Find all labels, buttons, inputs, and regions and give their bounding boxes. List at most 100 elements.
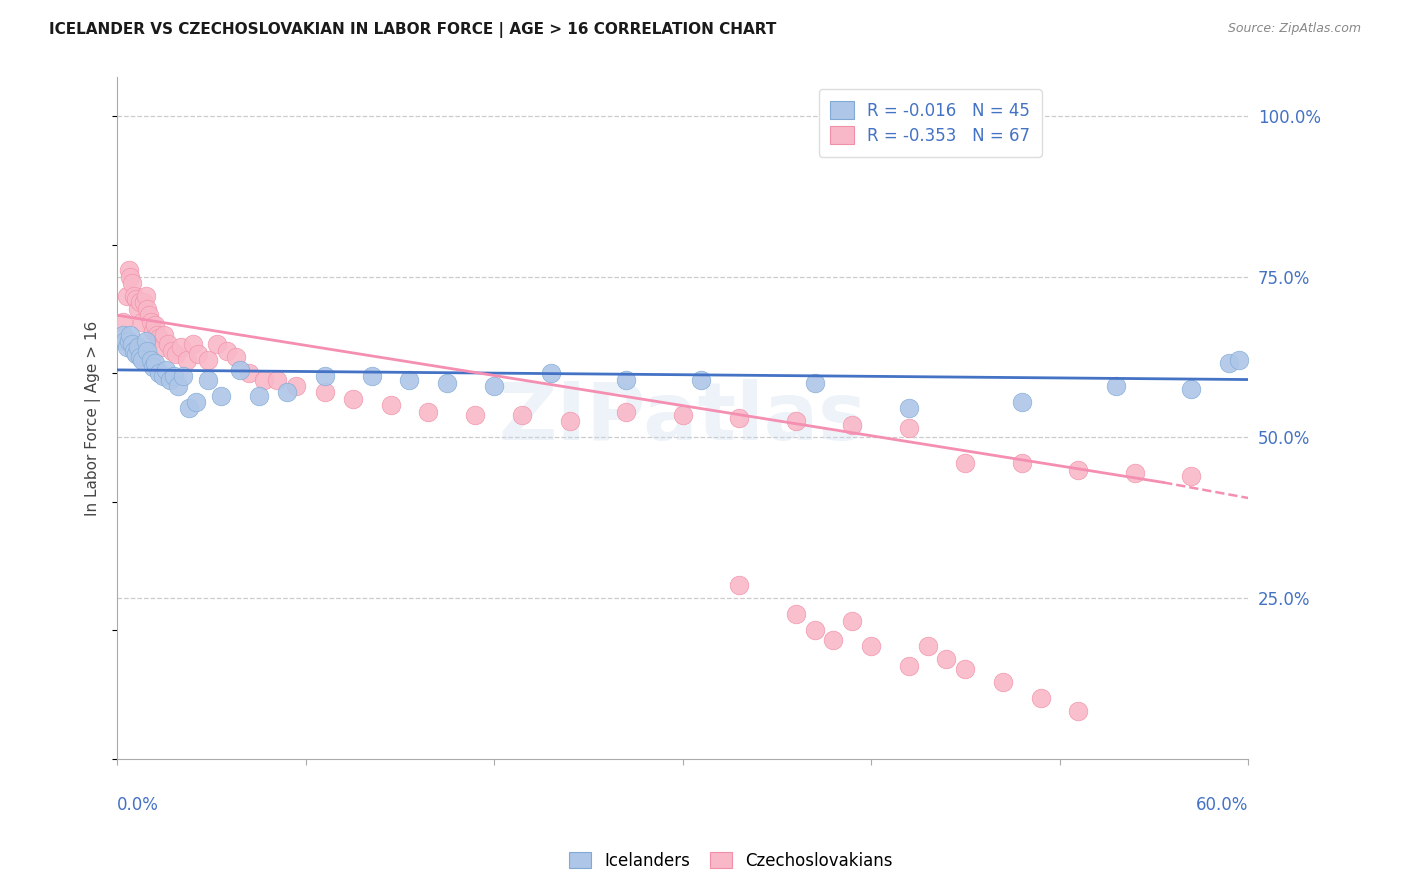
Point <box>728 411 751 425</box>
Point <box>121 276 143 290</box>
Point <box>136 343 159 358</box>
Point <box>148 366 170 380</box>
Point <box>225 350 247 364</box>
Point <box>115 289 138 303</box>
Point <box>1123 466 1146 480</box>
Point <box>127 301 149 316</box>
Point <box>152 369 174 384</box>
Point <box>1011 456 1033 470</box>
Point <box>897 421 920 435</box>
Point <box>238 366 260 380</box>
Point <box>143 318 166 332</box>
Point <box>115 340 138 354</box>
Point <box>121 337 143 351</box>
Point <box>276 385 298 400</box>
Point <box>266 372 288 386</box>
Point <box>141 315 163 329</box>
Point <box>186 395 208 409</box>
Point <box>160 343 183 358</box>
Legend: R = -0.016   N = 45, R = -0.353   N = 67: R = -0.016 N = 45, R = -0.353 N = 67 <box>818 89 1042 156</box>
Point <box>122 289 145 303</box>
Point <box>149 340 172 354</box>
Y-axis label: In Labor Force | Age > 16: In Labor Force | Age > 16 <box>86 320 101 516</box>
Point <box>841 614 863 628</box>
Point <box>314 369 336 384</box>
Legend: Icelanders, Czechoslovakians: Icelanders, Czechoslovakians <box>562 846 900 877</box>
Point <box>285 379 308 393</box>
Point <box>1218 356 1240 370</box>
Point <box>1067 704 1090 718</box>
Point <box>841 417 863 432</box>
Point <box>1067 462 1090 476</box>
Point <box>142 324 165 338</box>
Point <box>803 376 825 390</box>
Text: ICELANDER VS CZECHOSLOVAKIAN IN LABOR FORCE | AGE > 16 CORRELATION CHART: ICELANDER VS CZECHOSLOVAKIAN IN LABOR FO… <box>49 22 776 38</box>
Point <box>141 353 163 368</box>
Point <box>418 405 440 419</box>
Point <box>155 363 177 377</box>
Point <box>540 366 562 380</box>
Point <box>176 353 198 368</box>
Point <box>135 334 157 348</box>
Point <box>111 327 134 342</box>
Point <box>197 372 219 386</box>
Point <box>125 347 148 361</box>
Text: ZIPatlas: ZIPatlas <box>499 379 866 457</box>
Point <box>398 372 420 386</box>
Point <box>131 315 153 329</box>
Point <box>1180 469 1202 483</box>
Point <box>128 350 150 364</box>
Point <box>955 456 977 470</box>
Point <box>165 347 187 361</box>
Point <box>163 369 186 384</box>
Point <box>127 340 149 354</box>
Point <box>1227 353 1250 368</box>
Point <box>197 353 219 368</box>
Point <box>132 295 155 310</box>
Point <box>1180 382 1202 396</box>
Point <box>157 337 180 351</box>
Point <box>897 658 920 673</box>
Point <box>991 674 1014 689</box>
Text: 60.0%: 60.0% <box>1195 797 1249 814</box>
Point <box>120 269 142 284</box>
Text: 0.0%: 0.0% <box>117 797 159 814</box>
Point <box>136 301 159 316</box>
Point <box>148 331 170 345</box>
Point <box>122 343 145 358</box>
Point <box>342 392 364 406</box>
Point <box>229 363 252 377</box>
Point <box>215 343 238 358</box>
Point <box>672 408 695 422</box>
Point <box>860 640 883 654</box>
Text: Source: ZipAtlas.com: Source: ZipAtlas.com <box>1227 22 1361 36</box>
Point <box>181 337 204 351</box>
Point <box>1105 379 1128 393</box>
Point <box>897 401 920 416</box>
Point <box>247 389 270 403</box>
Point <box>785 607 807 622</box>
Point <box>125 292 148 306</box>
Point <box>823 632 845 647</box>
Point <box>614 372 637 386</box>
Point <box>917 640 939 654</box>
Point <box>436 376 458 390</box>
Point <box>135 289 157 303</box>
Point <box>314 385 336 400</box>
Point <box>464 408 486 422</box>
Point <box>170 340 193 354</box>
Point <box>253 372 276 386</box>
Point <box>558 414 581 428</box>
Point <box>690 372 713 386</box>
Point <box>117 263 139 277</box>
Point <box>120 327 142 342</box>
Point <box>380 398 402 412</box>
Point <box>935 652 957 666</box>
Point <box>111 315 134 329</box>
Point <box>785 414 807 428</box>
Point <box>177 401 200 416</box>
Point <box>482 379 505 393</box>
Point <box>955 662 977 676</box>
Point <box>1011 395 1033 409</box>
Point <box>728 578 751 592</box>
